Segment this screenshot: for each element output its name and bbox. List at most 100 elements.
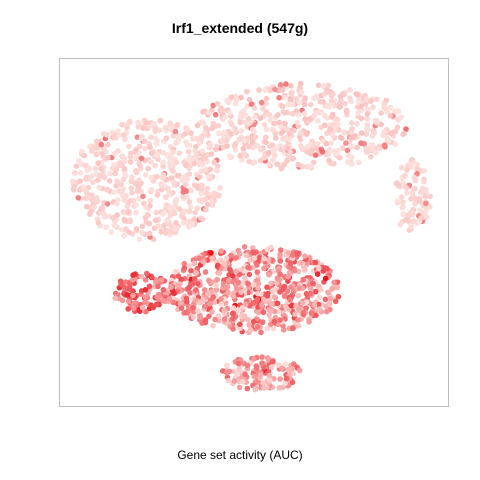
cell-point-1882 — [161, 298, 167, 304]
cell-point-119 — [282, 120, 288, 127]
cell-point-1457 — [245, 281, 251, 287]
cell-point-1565 — [277, 258, 284, 264]
cell-point-997 — [161, 182, 168, 189]
cell-point-404 — [258, 99, 265, 106]
cell-point-944 — [170, 149, 176, 155]
cell-point-386 — [275, 112, 281, 118]
cell-point-850 — [113, 166, 120, 172]
cell-point-1661 — [221, 316, 228, 322]
cell-point-393 — [318, 108, 325, 115]
cell-point-1659 — [186, 263, 193, 269]
cell-point-1484 — [206, 313, 212, 320]
cell-point-358 — [281, 161, 287, 168]
cell-point-706 — [168, 175, 175, 181]
cell-point-1124 — [397, 221, 404, 228]
cell-point-1750 — [236, 307, 242, 314]
cell-point-439 — [238, 128, 245, 134]
cell-point-1103 — [411, 174, 418, 181]
cell-point-1460 — [327, 295, 334, 302]
cell-point-2008 — [269, 358, 276, 365]
cell-point-1992 — [259, 360, 265, 366]
cell-point-482 — [364, 111, 371, 117]
cell-point-1651 — [237, 321, 243, 328]
cell-point-251 — [263, 95, 270, 102]
cell-point-718 — [198, 168, 205, 174]
cell-point-464 — [288, 82, 294, 89]
cell-point-511 — [327, 126, 334, 132]
cell-point-382 — [262, 87, 269, 94]
cell-point-1765 — [311, 302, 318, 308]
cell-point-1035 — [180, 219, 187, 226]
cell-point-820 — [109, 129, 115, 136]
cell-point-1799 — [142, 277, 149, 283]
cell-point-869 — [192, 156, 198, 162]
cell-point-103 — [228, 121, 235, 127]
cell-point-359 — [358, 103, 364, 110]
cell-point-335 — [265, 150, 272, 156]
cell-point-931 — [95, 177, 101, 183]
cell-point-1093 — [412, 185, 418, 192]
cell-point-1023 — [145, 165, 151, 172]
cell-point-1655 — [221, 261, 227, 267]
cell-point-1637 — [218, 248, 224, 254]
cell-point-1720 — [269, 300, 275, 307]
cell-point-1628 — [242, 275, 248, 282]
cell-point-428 — [277, 82, 284, 88]
cell-point-824 — [211, 190, 218, 196]
cell-point-1000 — [87, 211, 93, 217]
cell-point-1596 — [324, 308, 330, 315]
cell-point-664 — [119, 121, 125, 128]
cell-point-53 — [364, 116, 371, 122]
cell-point-1766 — [290, 325, 296, 332]
cell-point-854 — [94, 198, 101, 205]
cell-point-314 — [395, 108, 402, 114]
cell-point-178 — [266, 112, 273, 118]
cell-point-29 — [274, 161, 281, 167]
cell-point-1623 — [250, 300, 256, 306]
cell-point-1129 — [417, 207, 423, 214]
cell-point-909 — [186, 171, 193, 177]
cell-point-1770 — [316, 306, 323, 312]
cell-point-100 — [315, 141, 321, 147]
cell-point-600 — [167, 212, 173, 219]
cell-point-996 — [151, 225, 158, 231]
cell-point-487 — [257, 146, 264, 153]
cell-point-1109 — [423, 214, 430, 221]
cell-point-805 — [162, 230, 169, 236]
cell-point-1742 — [292, 311, 298, 317]
cell-point-832 — [139, 223, 146, 230]
cell-point-1966 — [267, 377, 273, 383]
cell-point-1005 — [105, 155, 111, 161]
cell-point-978 — [159, 174, 166, 181]
cell-point-470 — [287, 149, 294, 156]
cell-point-668 — [126, 143, 132, 150]
cell-point-445 — [241, 137, 248, 144]
cell-point-1962 — [250, 356, 257, 362]
cell-point-517 — [225, 99, 232, 106]
cell-point-308 — [307, 141, 314, 148]
cell-point-927 — [154, 152, 161, 158]
cell-point-331 — [278, 146, 284, 153]
cell-point-287 — [269, 126, 276, 133]
cell-point-1848 — [142, 299, 148, 305]
cell-point-1743 — [289, 292, 296, 298]
cell-point-47 — [270, 157, 276, 163]
cell-point-1703 — [230, 293, 237, 300]
cell-point-597 — [176, 150, 183, 156]
cell-point-1864 — [130, 272, 136, 278]
cell-point-611 — [133, 226, 140, 232]
cell-point-1696 — [241, 313, 248, 319]
cell-point-1530 — [209, 255, 216, 262]
cell-point-417 — [242, 112, 249, 119]
cell-point-1532 — [241, 244, 248, 250]
cell-point-857 — [88, 173, 95, 179]
cell-point-1543 — [170, 299, 176, 306]
cell-point-1580 — [193, 297, 199, 304]
cell-point-1002 — [114, 200, 120, 207]
cell-point-609 — [114, 212, 120, 218]
cell-point-434 — [369, 133, 376, 139]
cell-point-452 — [236, 136, 243, 143]
cell-point-1754 — [195, 280, 201, 287]
cell-point-388 — [279, 103, 286, 110]
cell-point-1869 — [126, 299, 132, 305]
